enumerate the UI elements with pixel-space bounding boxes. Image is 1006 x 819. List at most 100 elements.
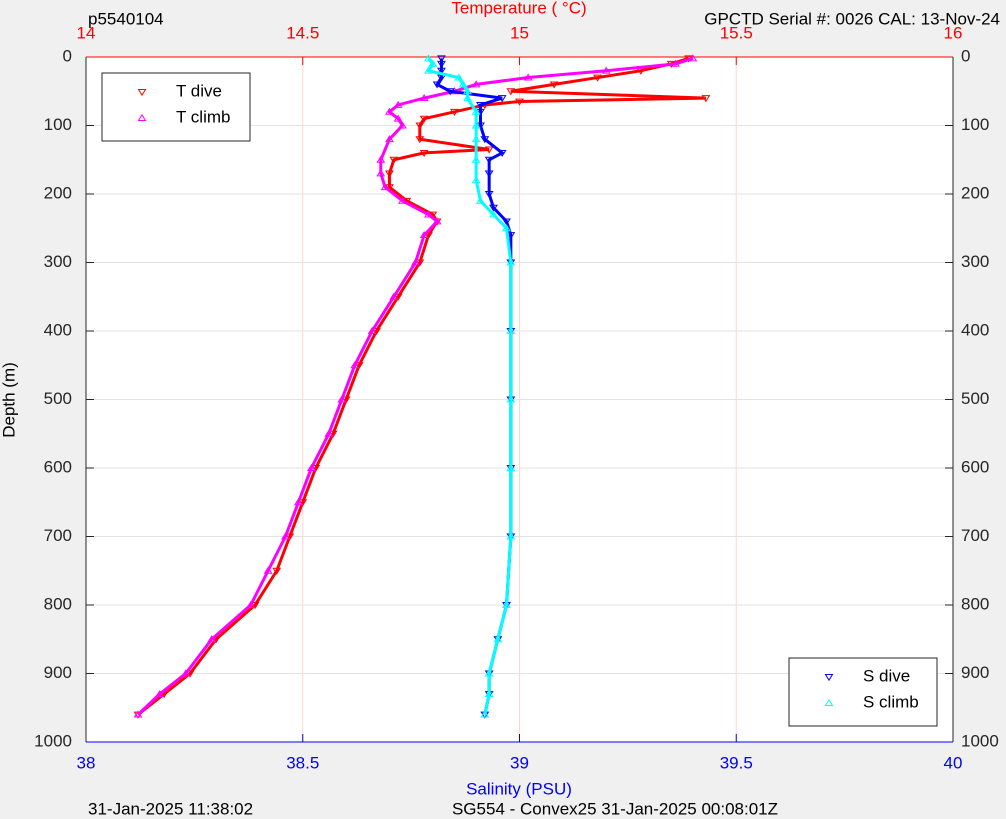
- data-point: [471, 155, 481, 163]
- data-point: [424, 54, 433, 62]
- data-point: [155, 689, 165, 697]
- data-point: [506, 463, 516, 471]
- data-point: [207, 635, 217, 643]
- footer-center: SG554 - Convex25 31-Jan-2025 00:08:01Z: [452, 799, 778, 818]
- data-point: [484, 191, 494, 199]
- data-point: [484, 146, 494, 154]
- data-point: [502, 218, 511, 226]
- x-tick-label: 38: [77, 753, 96, 772]
- legend-label: T climb: [176, 107, 230, 126]
- x2-tick-label: 14: [77, 23, 96, 42]
- data-point: [489, 204, 498, 212]
- data-point: [454, 73, 464, 81]
- x2-tick-label: 15.5: [720, 23, 753, 42]
- data-point: [437, 60, 446, 68]
- y2-tick-label: 700: [961, 526, 989, 545]
- data-point: [471, 176, 481, 184]
- data-point: [476, 196, 485, 204]
- y2-tick-label: 500: [961, 389, 989, 408]
- data-point: [476, 102, 485, 110]
- data-point: [484, 170, 494, 178]
- data-point: [701, 95, 711, 103]
- data-point: [376, 169, 386, 177]
- data-point: [471, 80, 481, 88]
- data-point: [393, 100, 403, 108]
- data-point: [671, 59, 680, 67]
- x2-tick-label: 16: [944, 23, 963, 42]
- data-point: [480, 710, 490, 718]
- data-point: [281, 532, 290, 540]
- y2-tick-label: 300: [961, 252, 989, 271]
- data-point: [419, 115, 429, 123]
- data-point: [506, 232, 516, 240]
- data-point: [385, 107, 394, 115]
- data-point: [415, 136, 425, 144]
- y-tick-label: 700: [44, 526, 72, 545]
- x2-tick-label: 14.5: [286, 23, 319, 42]
- data-point: [463, 94, 472, 102]
- data-point: [471, 107, 481, 115]
- legend-box: [788, 657, 938, 727]
- data-point: [415, 122, 425, 130]
- x-tick-label: 38.5: [286, 753, 319, 772]
- data-point: [601, 66, 611, 74]
- series-line: [137, 56, 706, 716]
- y-tick-label: 800: [44, 594, 72, 613]
- data-point: [389, 292, 399, 300]
- y-tick-label: 500: [44, 389, 72, 408]
- legend-marker: [137, 113, 147, 121]
- data-point: [480, 136, 490, 144]
- data-point: [376, 155, 386, 163]
- y2-tick-label: 600: [961, 457, 989, 476]
- series-line: [426, 57, 513, 715]
- data-point: [437, 55, 446, 63]
- data-point: [523, 73, 533, 81]
- y2-tick-label: 1000: [961, 731, 999, 750]
- data-point: [471, 135, 481, 143]
- legend-box: [101, 72, 251, 142]
- data-point: [484, 689, 494, 697]
- x2-tick-label: 15: [510, 23, 529, 42]
- y-tick-label: 200: [44, 183, 72, 202]
- data-point: [263, 566, 273, 574]
- legend-marker: [824, 674, 834, 682]
- data-point: [307, 463, 316, 471]
- data-point: [350, 361, 360, 369]
- y-tick-label: 100: [44, 115, 72, 134]
- x-tick-label: 39.5: [720, 753, 753, 772]
- data-point: [463, 87, 472, 95]
- data-point: [515, 98, 524, 106]
- title-right: GPCTD Serial #: 0026 CAL: 13-Nov-24: [704, 9, 1000, 28]
- legend-label: S climb: [863, 692, 919, 711]
- title-left: p5540104: [88, 9, 164, 28]
- data-point: [506, 532, 516, 540]
- data-point: [389, 156, 399, 164]
- data-point: [181, 669, 191, 677]
- data-point: [502, 600, 511, 608]
- data-point: [380, 183, 390, 191]
- data-point: [497, 95, 507, 103]
- y2-tick-label: 0: [961, 46, 970, 65]
- data-point: [437, 67, 446, 75]
- data-point: [593, 74, 602, 82]
- data-point: [502, 224, 511, 232]
- data-point: [424, 66, 433, 74]
- x2-label: Temperature ( °C): [451, 0, 586, 17]
- data-point: [411, 258, 420, 266]
- data-point: [471, 121, 481, 129]
- data-point: [506, 326, 516, 334]
- data-point: [428, 59, 438, 67]
- y2-tick-label: 900: [961, 663, 989, 682]
- y-tick-label: 600: [44, 457, 72, 476]
- x-tick-label: 40: [944, 753, 963, 772]
- data-point: [549, 81, 559, 89]
- footer-left: 31-Jan-2025 11:38:02: [88, 799, 253, 818]
- data-point: [506, 258, 516, 266]
- y2-tick-label: 800: [961, 594, 989, 613]
- data-point: [506, 88, 516, 96]
- data-point: [419, 149, 429, 157]
- data-point: [484, 156, 494, 164]
- data-point: [419, 94, 429, 102]
- data-point: [324, 429, 334, 437]
